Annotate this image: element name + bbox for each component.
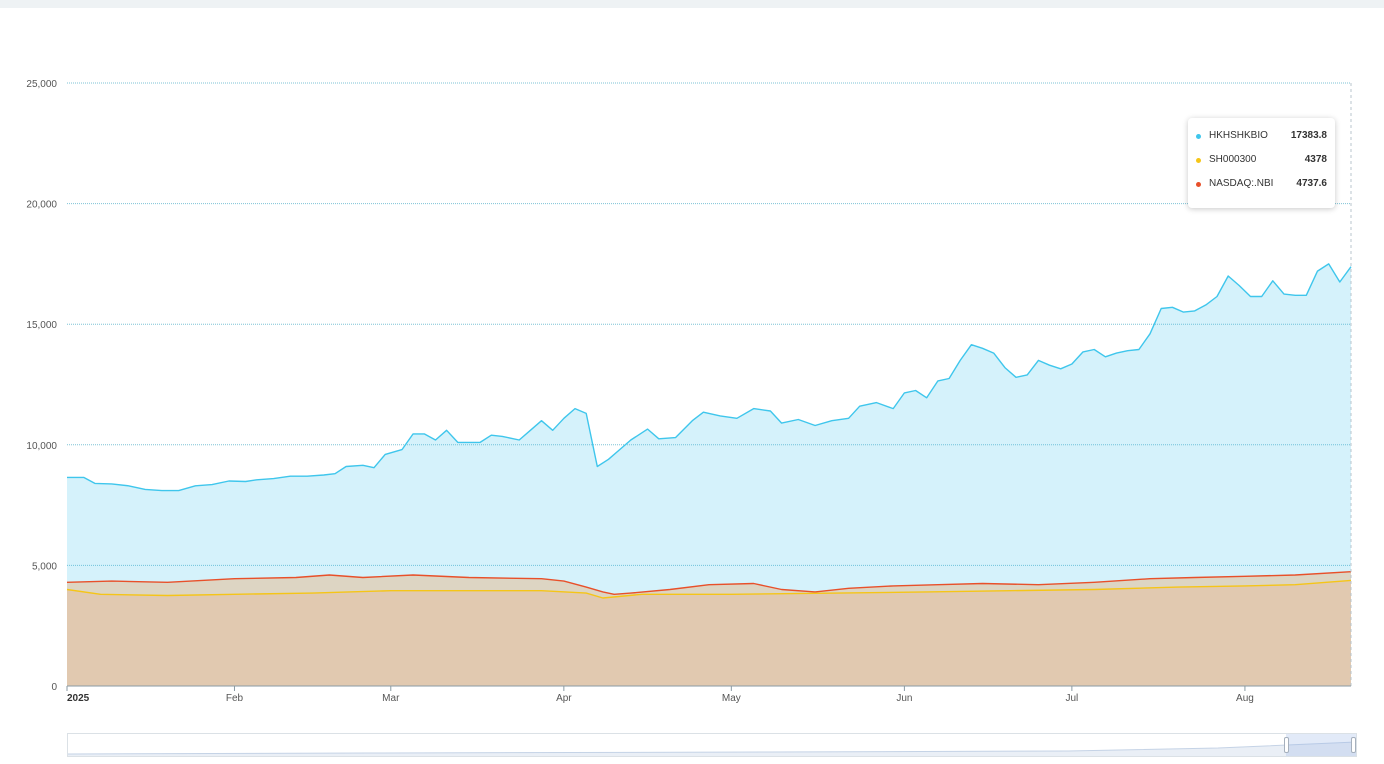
series-areas — [67, 263, 1351, 686]
x-tick-label: Jul — [1065, 693, 1078, 704]
tooltip-series-value: 4378 — [1304, 154, 1327, 165]
y-tick-label: 10,000 — [26, 441, 57, 452]
series-lines — [66, 263, 1352, 599]
top-strip — [0, 0, 1384, 8]
y-axis: 0 5,000 10,000 15,000 20,000 25,000 — [26, 79, 57, 693]
tooltip-series-name: NASDAQ:.NBI — [1209, 178, 1274, 189]
tooltip-row-hkhshkbio: HKHSHKBIO 17383.8 — [1188, 130, 1335, 154]
zoom-handle-left[interactable] — [1284, 737, 1289, 753]
tooltip-series-value: 17383.8 — [1290, 130, 1327, 141]
y-tick-label: 15,000 — [26, 320, 57, 331]
x-tick-label: Apr — [556, 693, 572, 704]
tooltip-series-value: 4737.6 — [1296, 178, 1327, 189]
grid-lines — [67, 82, 1351, 566]
series-line-nasdaq-nbi — [66, 571, 1352, 595]
zoom-selected-range[interactable] — [1286, 734, 1356, 756]
y-tick-label: 20,000 — [26, 200, 57, 211]
legend-dot-icon — [1196, 134, 1201, 139]
tooltip-row-nasdaq-nbi: NASDAQ:.NBI 4737.6 — [1188, 178, 1335, 202]
legend-dot-icon — [1196, 182, 1201, 187]
series-line-hkhshkbio — [67, 263, 1352, 492]
y-tick-label: 25,000 — [26, 79, 57, 90]
x-axis: 2025 Feb Mar Apr May Jun Jul Aug — [66, 685, 1351, 704]
tooltip-series-name: SH000300 — [1209, 154, 1257, 165]
data-zoom-slider[interactable] — [67, 733, 1357, 757]
y-tick-label: 5,000 — [32, 561, 57, 572]
tooltip-row-sh000300: SH000300 4378 — [1188, 154, 1335, 178]
zoom-handle-right[interactable] — [1351, 737, 1356, 753]
tooltip: HKHSHKBIO 17383.8 SH000300 4378 NASDAQ:.… — [1188, 118, 1335, 208]
x-tick-label: Aug — [1236, 693, 1254, 704]
x-tick-label: 2025 — [67, 693, 90, 704]
x-tick-label: Jun — [896, 693, 912, 704]
series-line-sh000300 — [66, 579, 1352, 599]
x-tick-label: Feb — [226, 693, 244, 704]
zoom-preview — [68, 741, 1356, 756]
x-tick-label: May — [722, 693, 741, 704]
legend-dot-icon — [1196, 158, 1201, 163]
y-tick-label: 0 — [51, 682, 57, 693]
x-tick-label: Mar — [382, 693, 400, 704]
series-area-sh000300 — [67, 580, 1351, 686]
tooltip-series-name: HKHSHKBIO — [1209, 130, 1268, 141]
